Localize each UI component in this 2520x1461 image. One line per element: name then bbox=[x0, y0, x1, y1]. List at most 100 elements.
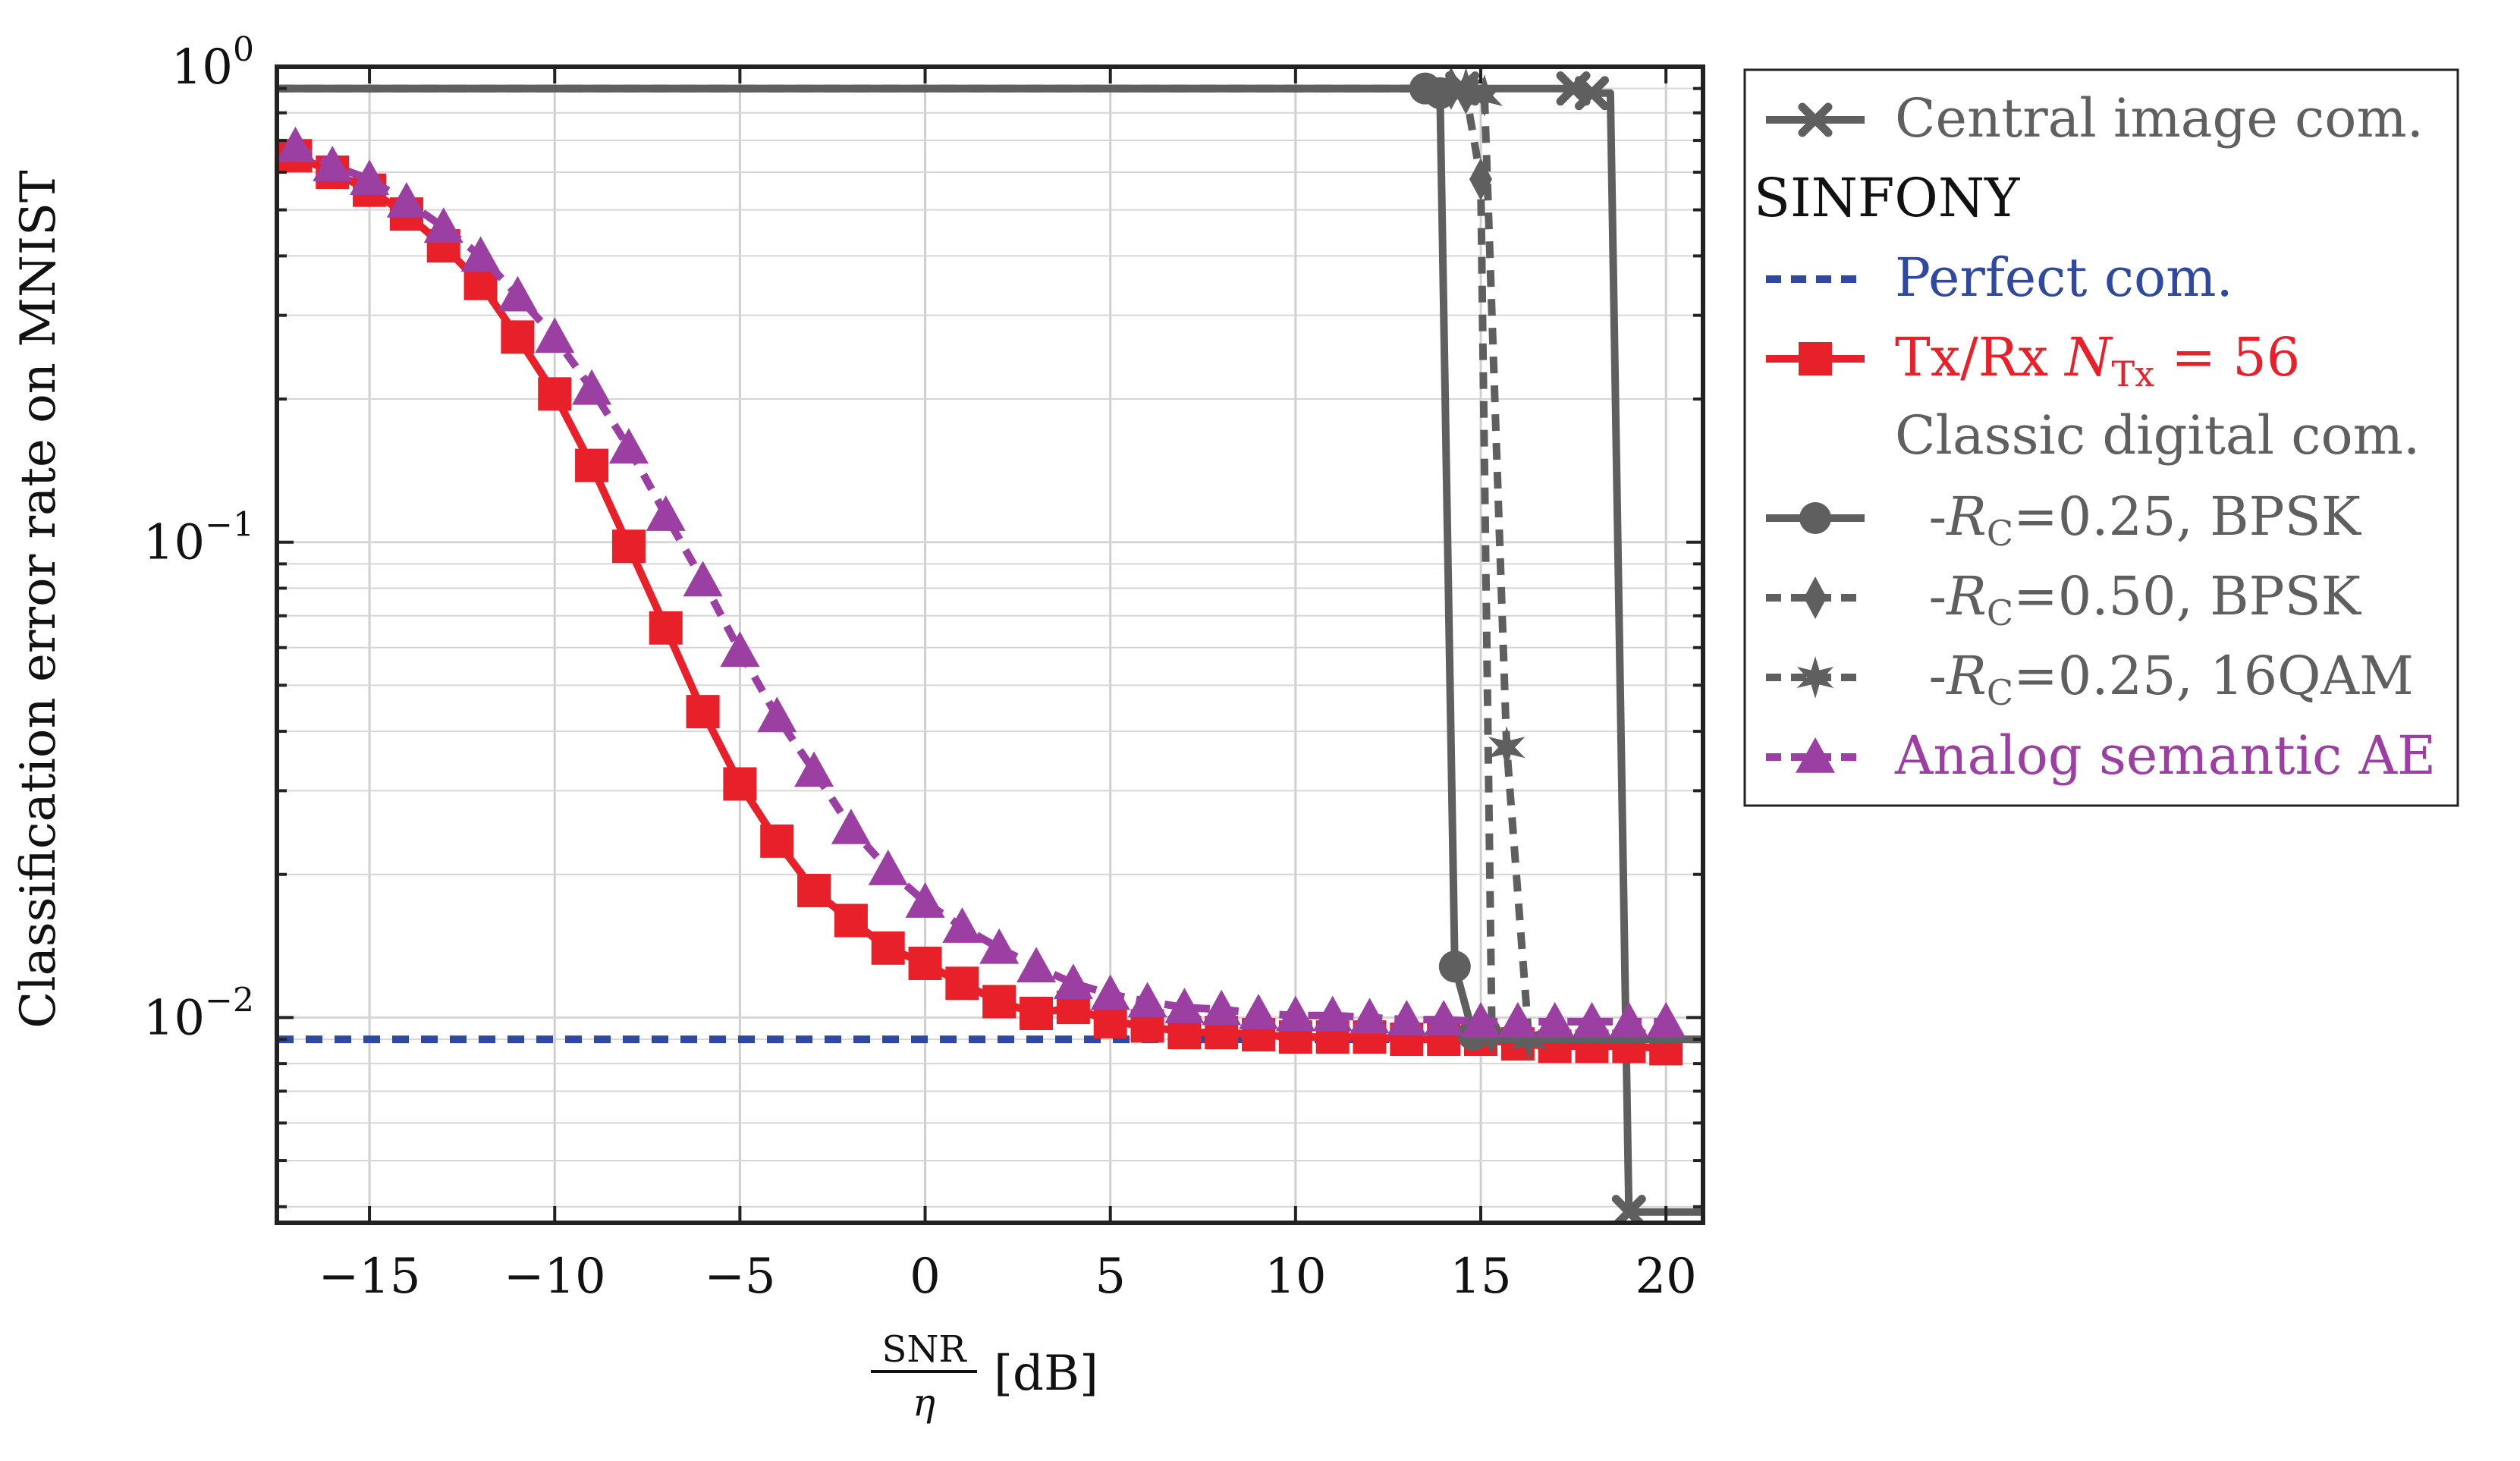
legend-marker-central bbox=[1798, 102, 1833, 137]
data-point-rc025qam bbox=[1488, 726, 1526, 769]
data-point-analog bbox=[646, 495, 686, 531]
data-point-analog bbox=[831, 809, 871, 844]
data-point-txrx bbox=[501, 320, 535, 354]
data-point-analog bbox=[277, 126, 316, 162]
data-point-analog bbox=[1275, 995, 1315, 1032]
data-point-txrx bbox=[1093, 1004, 1127, 1038]
data-point-analog bbox=[460, 236, 501, 272]
x-label-numerator: SNR bbox=[881, 1328, 967, 1371]
series-group bbox=[277, 67, 1703, 1223]
data-point-txrx bbox=[649, 611, 683, 645]
data-point-analog bbox=[794, 751, 834, 787]
x-label-denominator: η bbox=[913, 1381, 935, 1425]
legend-rc050bpsk-prefix: - bbox=[1895, 565, 1947, 627]
data-point-analog bbox=[720, 631, 760, 668]
series-rc025qam bbox=[277, 67, 1703, 1061]
data-point-analog bbox=[1312, 995, 1353, 1032]
data-point-analog bbox=[1424, 1000, 1464, 1035]
data-point-analog bbox=[350, 159, 390, 196]
data-point-rc025qam bbox=[1447, 67, 1485, 110]
data-point-analog bbox=[1202, 989, 1242, 1026]
data-point-analog bbox=[1053, 963, 1093, 1000]
legend-txrx-suffix: = 56 bbox=[2154, 326, 2300, 388]
y-axis-label: Classification error rate on MNIST bbox=[11, 170, 67, 1029]
data-point-analog bbox=[1646, 1001, 1686, 1038]
legend-txrx-prefix: Tx/Rx bbox=[1895, 326, 2065, 388]
y-tick-base: 10 bbox=[143, 990, 205, 1046]
legend-rc025bpsk-prefix: - bbox=[1895, 485, 1947, 548]
series-line-txrx bbox=[294, 152, 1667, 1053]
data-point-txrx bbox=[797, 873, 831, 907]
legend-rc025qam-prefix: - bbox=[1895, 645, 1947, 707]
data-point-txrx bbox=[611, 529, 646, 564]
data-point-txrx bbox=[686, 695, 720, 729]
legend-label-rc050bpsk: -RC=0.50, BPSK bbox=[1895, 565, 2362, 633]
data-point-txrx bbox=[982, 985, 1016, 1019]
data-point-rc025qam bbox=[1466, 74, 1504, 117]
legend-label-perfect: Perfect com. bbox=[1895, 247, 2233, 309]
legend-label-txrx: Tx/Rx NTx = 56 bbox=[1895, 326, 2300, 394]
x-tick-label: 0 bbox=[910, 1249, 941, 1305]
x-label-unit: [dB] bbox=[994, 1346, 1098, 1402]
legend-rc025qam-sub: C bbox=[1987, 672, 2013, 713]
legend-label-rc025qam: -RC=0.25, 16QAM bbox=[1895, 645, 2414, 713]
x-tick-label: −15 bbox=[319, 1249, 421, 1305]
series-analog bbox=[277, 126, 1686, 1038]
data-point-analog bbox=[423, 207, 463, 244]
data-point-analog bbox=[313, 146, 353, 181]
x-tick-label: 10 bbox=[1265, 1249, 1326, 1305]
legend: Central image com. SINFONY Perfect com. … bbox=[1743, 68, 2459, 807]
data-point-analog bbox=[683, 561, 723, 597]
legend-rc025bpsk-suffix: =0.25, BPSK bbox=[2013, 485, 2362, 548]
legend-box bbox=[1743, 68, 2459, 807]
data-point-txrx bbox=[575, 448, 609, 482]
data-point-analog bbox=[905, 882, 945, 918]
data-point-analog bbox=[1350, 998, 1390, 1034]
data-point-analog bbox=[1127, 982, 1167, 1018]
legend-label-central: Central image com. bbox=[1895, 87, 2424, 149]
data-point-analog bbox=[1461, 1001, 1501, 1038]
data-point-analog bbox=[608, 428, 649, 463]
data-point-txrx bbox=[723, 767, 757, 801]
data-point-txrx bbox=[834, 903, 868, 938]
y-tick-exponent: 0 bbox=[233, 30, 254, 69]
data-point-central-stroke bbox=[1575, 76, 1610, 111]
y-tick-exponent: −1 bbox=[205, 506, 254, 545]
legend-label-analog: Analog semantic AE bbox=[1894, 724, 2436, 787]
y-tick-base: 10 bbox=[143, 515, 205, 571]
data-point-rc025qam bbox=[1510, 1018, 1548, 1061]
data-point-txrx bbox=[538, 377, 572, 411]
data-point-analog bbox=[535, 317, 575, 353]
data-point-rc025bpsk bbox=[1438, 950, 1471, 983]
data-point-analog bbox=[1609, 1001, 1649, 1038]
data-point-analog bbox=[572, 369, 612, 405]
data-point-analog bbox=[1090, 974, 1130, 1010]
legend-rc025qam-var: R bbox=[1945, 645, 1987, 707]
legend-rc050bpsk-suffix: =0.50, BPSK bbox=[2013, 565, 2362, 627]
legend-label-rc025bpsk: -RC=0.25, BPSK bbox=[1895, 485, 2362, 554]
data-point-analog bbox=[1016, 947, 1057, 983]
legend-samples bbox=[1766, 102, 1865, 773]
legend-marker-analog bbox=[1796, 737, 1835, 773]
legend-rc050bpsk-var: R bbox=[1945, 565, 1987, 627]
data-point-analog bbox=[979, 928, 1020, 964]
data-point-rc050bpsk bbox=[1439, 67, 1463, 110]
legend-rc025bpsk-sub: C bbox=[1987, 513, 2013, 554]
data-point-analog bbox=[1572, 1001, 1612, 1038]
legend-marker-rc025qam bbox=[1796, 656, 1834, 699]
x-tick-label: 20 bbox=[1635, 1249, 1696, 1305]
legend-marker-rc025bpsk bbox=[1799, 502, 1831, 534]
x-tick-label: −10 bbox=[504, 1249, 606, 1305]
x-axis-label: SNR η [dB] bbox=[871, 1328, 1098, 1425]
legend-marker-rc050bpsk bbox=[1804, 577, 1827, 619]
data-point-analog bbox=[498, 275, 538, 312]
x-tick-label: −5 bbox=[704, 1249, 775, 1305]
data-point-analog bbox=[386, 181, 426, 218]
data-point-txrx bbox=[760, 824, 794, 858]
legend-header-classic: Classic digital com. bbox=[1895, 404, 2420, 467]
data-point-txrx bbox=[1020, 997, 1054, 1031]
data-point-analog bbox=[1387, 1000, 1427, 1035]
data-point-analog bbox=[757, 696, 797, 733]
